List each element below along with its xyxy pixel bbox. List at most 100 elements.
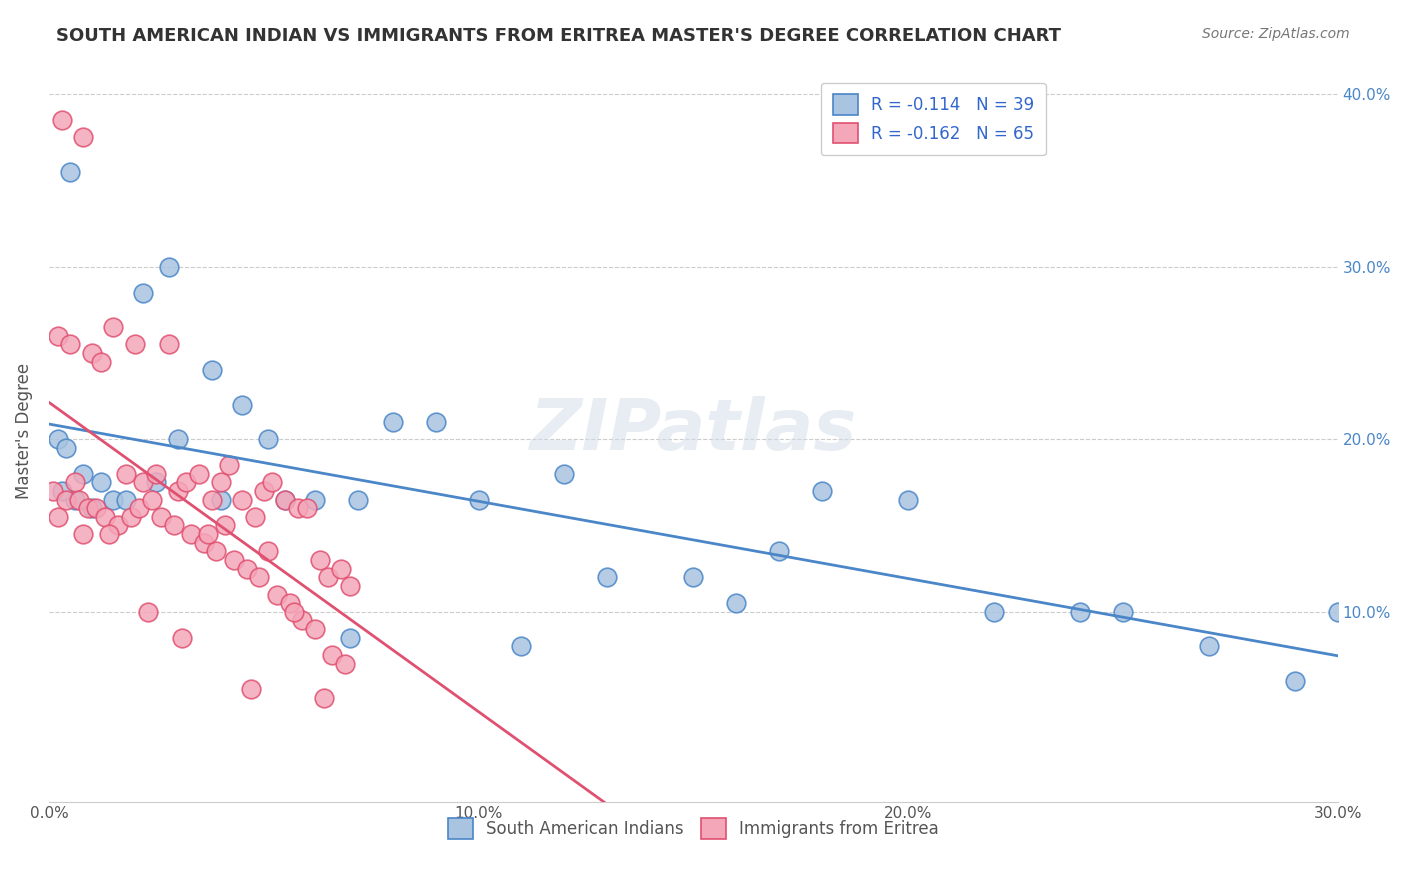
Point xyxy=(172,631,194,645)
Point xyxy=(201,492,224,507)
Text: Source: ZipAtlas.com: Source: ZipAtlas.com xyxy=(1202,27,1350,41)
Point xyxy=(157,337,180,351)
Point xyxy=(72,467,94,481)
Point xyxy=(983,605,1005,619)
Point xyxy=(467,492,489,507)
Point xyxy=(304,492,326,507)
Point xyxy=(166,483,188,498)
Point xyxy=(768,544,790,558)
Point xyxy=(51,483,73,498)
Point xyxy=(321,648,343,662)
Point xyxy=(330,561,353,575)
Point xyxy=(231,398,253,412)
Point xyxy=(80,501,103,516)
Point xyxy=(205,544,228,558)
Point xyxy=(188,467,211,481)
Point xyxy=(103,492,125,507)
Point xyxy=(214,518,236,533)
Point xyxy=(596,570,619,584)
Point xyxy=(347,492,370,507)
Point xyxy=(80,346,103,360)
Point xyxy=(176,475,198,490)
Point xyxy=(295,501,318,516)
Point xyxy=(1284,673,1306,688)
Point xyxy=(231,492,253,507)
Point xyxy=(55,492,77,507)
Text: SOUTH AMERICAN INDIAN VS IMMIGRANTS FROM ERITREA MASTER'S DEGREE CORRELATION CHA: SOUTH AMERICAN INDIAN VS IMMIGRANTS FROM… xyxy=(56,27,1062,45)
Point xyxy=(253,483,276,498)
Point xyxy=(262,475,284,490)
Point xyxy=(1326,605,1348,619)
Point xyxy=(197,527,219,541)
Point xyxy=(239,682,262,697)
Point xyxy=(287,501,309,516)
Point xyxy=(124,337,146,351)
Point xyxy=(339,631,361,645)
Point xyxy=(811,483,834,498)
Point xyxy=(209,475,232,490)
Point xyxy=(136,605,159,619)
Point xyxy=(257,432,280,446)
Point xyxy=(316,570,339,584)
Point xyxy=(103,320,125,334)
Point xyxy=(59,337,82,351)
Point xyxy=(278,596,301,610)
Point xyxy=(553,467,575,481)
Point xyxy=(180,527,202,541)
Point xyxy=(46,328,69,343)
Point xyxy=(89,475,111,490)
Point xyxy=(46,432,69,446)
Point xyxy=(120,509,142,524)
Point xyxy=(115,492,138,507)
Point xyxy=(283,605,305,619)
Point xyxy=(55,441,77,455)
Point xyxy=(222,553,245,567)
Point xyxy=(94,509,117,524)
Point xyxy=(98,527,121,541)
Point xyxy=(145,475,167,490)
Point xyxy=(339,579,361,593)
Point xyxy=(128,501,150,516)
Point xyxy=(63,492,86,507)
Point xyxy=(1198,640,1220,654)
Point xyxy=(72,527,94,541)
Y-axis label: Master's Degree: Master's Degree xyxy=(15,362,32,499)
Point xyxy=(266,587,288,601)
Point xyxy=(291,614,314,628)
Point xyxy=(304,622,326,636)
Point xyxy=(209,492,232,507)
Point xyxy=(193,535,215,549)
Point xyxy=(67,492,90,507)
Point xyxy=(141,492,163,507)
Point xyxy=(381,415,404,429)
Point xyxy=(249,570,271,584)
Point xyxy=(308,553,330,567)
Point xyxy=(218,458,240,472)
Point xyxy=(1069,605,1091,619)
Point xyxy=(42,483,65,498)
Point xyxy=(59,165,82,179)
Point xyxy=(76,501,98,516)
Point xyxy=(63,475,86,490)
Point xyxy=(72,130,94,145)
Point xyxy=(201,363,224,377)
Point xyxy=(51,113,73,128)
Point xyxy=(425,415,447,429)
Point xyxy=(725,596,748,610)
Point xyxy=(145,467,167,481)
Point xyxy=(897,492,920,507)
Point xyxy=(312,691,335,706)
Point xyxy=(335,657,357,671)
Point xyxy=(149,509,172,524)
Point xyxy=(257,544,280,558)
Text: ZIPatlas: ZIPatlas xyxy=(530,396,858,465)
Point xyxy=(682,570,704,584)
Point xyxy=(510,640,533,654)
Point xyxy=(243,509,266,524)
Point xyxy=(1112,605,1135,619)
Point xyxy=(274,492,297,507)
Point xyxy=(132,285,155,300)
Legend: South American Indians, Immigrants from Eritrea: South American Indians, Immigrants from … xyxy=(441,812,945,846)
Point xyxy=(157,260,180,274)
Point xyxy=(132,475,155,490)
